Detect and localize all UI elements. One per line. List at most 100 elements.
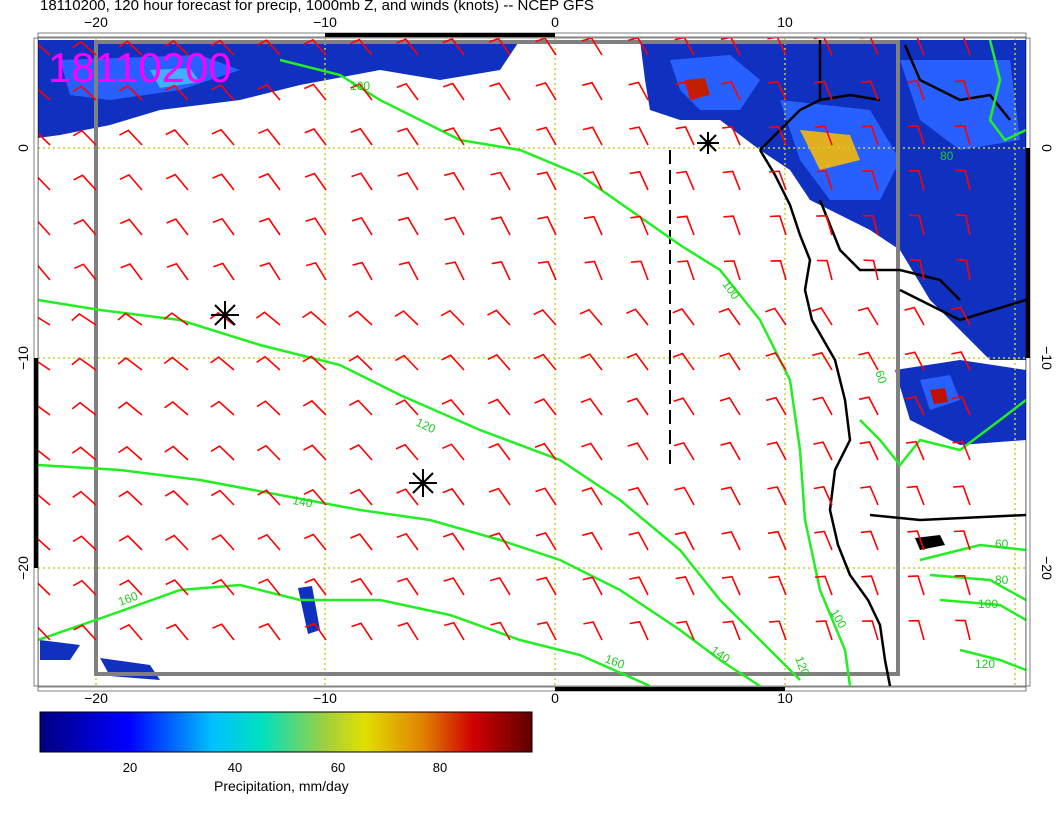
wind-barb	[814, 125, 833, 146]
map-title: 18110200, 120 hour forecast for precip, …	[40, 0, 594, 14]
wind-barb	[443, 171, 465, 191]
wind-barb	[72, 490, 97, 506]
wind-barb	[720, 486, 741, 506]
wind-barb	[904, 351, 925, 371]
wind-barb	[258, 217, 281, 236]
wind-barb	[953, 80, 971, 101]
wind-barb	[863, 259, 879, 281]
wind-barb	[859, 441, 879, 461]
wind-barb	[38, 176, 51, 191]
wind-barb	[814, 530, 833, 551]
wind-barb	[674, 81, 695, 101]
wind-barb	[536, 171, 557, 191]
wind-barb	[860, 80, 879, 101]
wind-barb	[767, 38, 787, 56]
wind-barb	[674, 531, 695, 551]
wind-barb	[398, 216, 419, 236]
wind-barb	[442, 38, 465, 56]
wind-barb	[350, 533, 373, 551]
wind-barb	[165, 84, 189, 101]
wind-barb	[71, 312, 97, 326]
wind-barb	[302, 310, 327, 326]
contour-label: 60	[995, 537, 1009, 551]
wind-barb	[580, 353, 603, 371]
wind-barb	[117, 401, 143, 416]
wind-barb	[672, 352, 695, 371]
wind-barb	[860, 530, 879, 551]
wind-barb	[537, 215, 557, 236]
wind-barb	[349, 444, 373, 461]
wind-barb	[766, 396, 787, 416]
wind-barb	[769, 170, 787, 191]
wind-barb	[73, 624, 97, 641]
wind-barb	[583, 171, 603, 191]
wind-barb	[626, 397, 649, 416]
wind-barb	[257, 39, 281, 56]
wind-barb	[951, 351, 971, 371]
wind-barb	[861, 125, 879, 146]
wind-barb	[580, 397, 603, 416]
wind-barb	[676, 215, 695, 236]
wind-barb	[164, 400, 189, 416]
wind-barb	[257, 489, 281, 506]
contour-label: 120	[975, 657, 995, 671]
wind-barb	[256, 444, 281, 461]
wind-barb	[675, 126, 695, 146]
colorbar-tick: 60	[331, 760, 345, 775]
wind-barb	[487, 309, 511, 326]
wind-barb	[397, 622, 419, 641]
wind-barb	[905, 440, 925, 461]
wind-barb	[117, 312, 143, 326]
wind-barb	[396, 82, 419, 101]
wind-barb	[673, 441, 695, 461]
top-tick-label: −10	[313, 14, 337, 30]
wind-barb	[305, 261, 327, 281]
wind-barb	[211, 489, 235, 506]
wind-barb	[907, 125, 925, 146]
wind-barb	[858, 351, 879, 371]
wind-barb	[860, 38, 879, 56]
wind-barb	[862, 620, 879, 641]
wind-barb	[491, 261, 511, 281]
wind-barb	[674, 486, 695, 506]
bottom-tick-label: 0	[551, 690, 559, 706]
wind-barb	[579, 308, 603, 326]
wind-barb	[536, 126, 557, 146]
wind-barbs	[38, 38, 971, 641]
wind-barb	[582, 576, 603, 596]
wind-barb	[398, 261, 419, 281]
wind-barb	[350, 577, 373, 596]
contour-label: 120	[792, 654, 812, 678]
wind-barb	[442, 443, 465, 461]
left-tick-label: −10	[15, 346, 31, 370]
wind-barb	[490, 216, 511, 236]
bottom-tick-label: 10	[777, 690, 793, 706]
wind-barb	[210, 445, 235, 461]
wind-barb	[768, 125, 787, 146]
wind-barb	[487, 353, 511, 371]
wind-barb	[954, 574, 971, 596]
wind-barb	[74, 263, 97, 281]
wind-barb	[583, 215, 603, 236]
wind-barb	[951, 395, 971, 416]
wind-barb	[488, 38, 511, 56]
wind-barb	[630, 215, 649, 236]
colorbar-label: Precipitation, mm/day	[214, 778, 349, 794]
wind-barb	[164, 39, 189, 56]
wind-barb	[38, 538, 51, 551]
wind-barb	[396, 38, 419, 56]
wind-barb	[535, 487, 557, 506]
contour-label: 80	[995, 573, 1009, 587]
wind-barb	[72, 129, 97, 146]
wind-barb	[163, 356, 189, 371]
wind-barb	[213, 262, 235, 281]
wind-barb	[38, 405, 51, 416]
wind-barb	[165, 534, 189, 551]
wind-barb	[304, 172, 327, 191]
wind-barb	[442, 487, 465, 506]
wind-barb	[768, 575, 787, 596]
wind-barb	[536, 621, 557, 641]
wind-barb	[209, 311, 235, 326]
wind-barb	[812, 396, 833, 416]
